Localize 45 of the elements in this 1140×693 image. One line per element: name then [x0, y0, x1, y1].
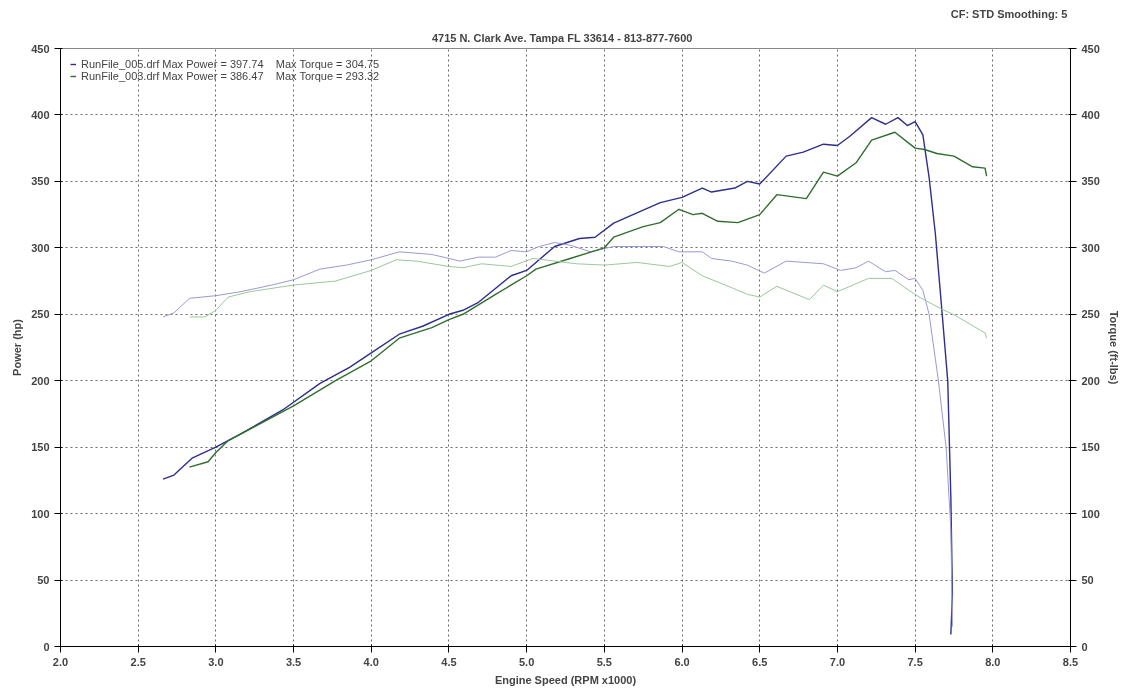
x-axis-title: Engine Speed (RPM x1000)	[494, 673, 637, 686]
y-tick-label: 100	[31, 507, 50, 520]
y2-tick-label: 50	[1081, 574, 1094, 587]
x-tick-label: 5.5	[596, 655, 612, 668]
x-tick-label: 2.0	[52, 655, 69, 668]
legend-label: RunFile_003.drf Max Power = 386.47 Max Torque = 293.32	[81, 70, 380, 82]
x-tick-label: 3.5	[285, 655, 302, 668]
line-series	[162, 116, 954, 636]
x-tick-label: 8.0	[985, 655, 1001, 668]
x-tick-label: 4.5	[441, 655, 457, 668]
y2-tick-label: 250	[1081, 308, 1100, 321]
text: CF: STD Smoothing: 5	[950, 7, 1068, 20]
y2-tick-label: 300	[1081, 241, 1100, 254]
y2-tick-label: 400	[1081, 108, 1100, 121]
x-tick-label: 7.0	[829, 655, 846, 668]
y2-tick-label: 200	[1081, 374, 1100, 387]
y2-tick-label: 450	[1081, 42, 1100, 55]
y-tick-label: 0	[43, 640, 50, 653]
x-tick-label: 5.0	[519, 655, 535, 668]
y-tick-label: 200	[31, 374, 50, 387]
y2-tick-label: 350	[1081, 175, 1100, 188]
x-tick-label: 8.5	[1062, 655, 1079, 668]
x-tick-label: 6.5	[752, 655, 768, 668]
legend-label: RunFile_005.drf Max Power = 397.74 Max Torque = 304.75	[81, 58, 380, 70]
line-series	[188, 131, 988, 468]
line-series	[162, 242, 953, 628]
y2-tick-label: 100	[1081, 507, 1100, 520]
x-tick-label: 3.0	[208, 655, 224, 668]
y-tick-label: 350	[31, 175, 50, 188]
y-tick-label: 300	[31, 241, 50, 254]
x-tick-label: 2.5	[130, 655, 146, 668]
x-tick-label: 6.0	[674, 655, 690, 668]
y-tick-label: 250	[31, 308, 50, 321]
y-tick-label: 150	[31, 441, 50, 454]
y-axis-title: Power (hp)	[11, 318, 24, 376]
y-tick-label: 50	[37, 574, 50, 587]
y-tick-label: 400	[31, 108, 50, 121]
y2-axis-title: Torque (ft-lbs)	[1107, 310, 1120, 385]
y2-tick-label: 150	[1081, 441, 1100, 454]
y-tick-label: 450	[31, 42, 50, 55]
chart-subtitle: 4715 N. Clark Ave. Tampa FL 33614 - 813-877-7600	[431, 31, 693, 44]
x-tick-label: 4.0	[363, 655, 379, 668]
line-series	[188, 257, 988, 339]
x-tick-label: 7.5	[907, 655, 923, 668]
y2-tick-label: 0	[1081, 640, 1088, 653]
